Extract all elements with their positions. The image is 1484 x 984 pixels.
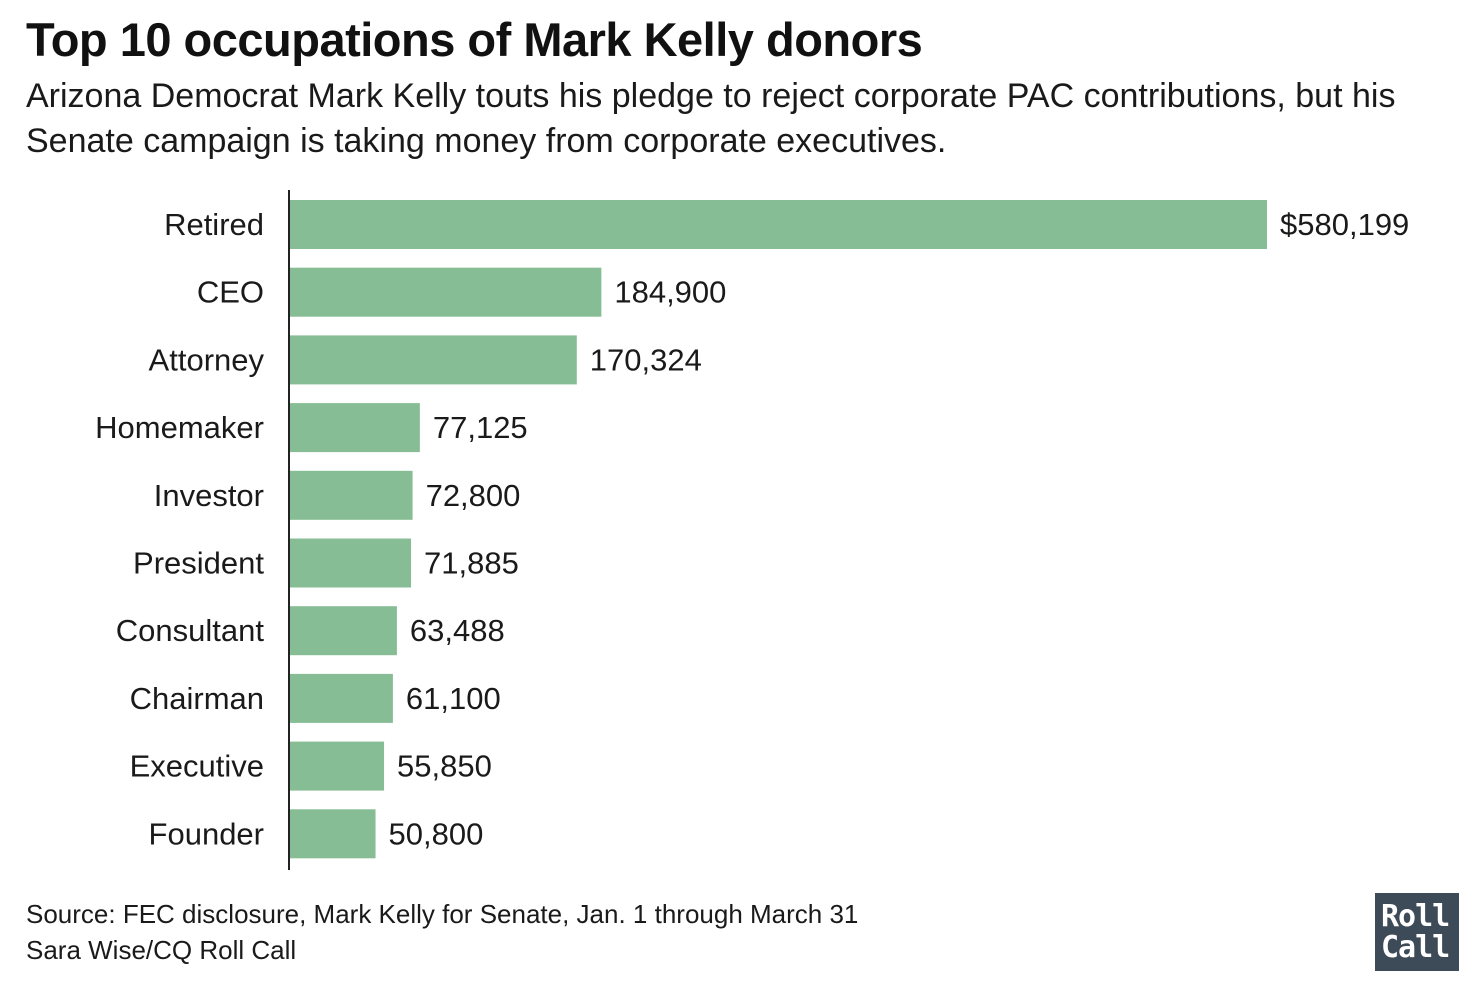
source-text: Source: FEC disclosure, Mark Kelly for S… [26, 899, 859, 929]
bar-retired [290, 200, 1267, 249]
logo-line-1: Roll [1381, 899, 1450, 934]
bar-group [290, 200, 1267, 859]
category-label-investor: Investor [154, 478, 264, 513]
bar-homemaker [290, 403, 420, 453]
logo-line-2: Call [1381, 930, 1450, 965]
value-label-homemaker: 77,125 [433, 410, 528, 445]
bar-executive [290, 741, 385, 791]
bar-chart: Retired CEO Attorney Homemaker Investor Presi… [95, 190, 1410, 870]
bar-ceo [290, 267, 602, 317]
chart-title: Top 10 occupations of Mark Kelly donors [26, 13, 923, 66]
category-label-homemaker: Homemaker [95, 410, 264, 445]
bar-chairman [290, 673, 393, 723]
value-label-retired: $580,199 [1280, 207, 1409, 242]
value-label-attorney: 170,324 [590, 342, 702, 377]
chart-subtitle: Arizona Democrat Mark Kelly touts his pl… [26, 77, 1396, 160]
category-label-consultant: Consultant [116, 613, 265, 648]
bar-attorney [290, 335, 577, 385]
value-labels: $580,199 184,900 170,324 77,125 72,800 71,885… [389, 207, 1410, 851]
value-label-chairman: 61,100 [406, 681, 501, 716]
bar-investor [290, 470, 413, 520]
value-label-ceo: 184,900 [614, 275, 726, 310]
value-label-executive: 55,850 [397, 749, 492, 784]
category-label-founder: Founder [149, 816, 264, 851]
source-note: Source: FEC disclosure, Mark Kelly for S… [26, 896, 858, 968]
value-label-founder: 50,800 [389, 816, 484, 851]
category-labels: Retired CEO Attorney Homemaker Investor Presi… [95, 207, 264, 851]
bar-consultant [290, 606, 397, 656]
value-label-investor: 72,800 [426, 478, 521, 513]
category-label-attorney: Attorney [149, 342, 265, 377]
value-label-consultant: 63,488 [410, 613, 505, 648]
category-label-president: President [133, 546, 264, 581]
credit-text: Sara Wise/CQ Roll Call [26, 935, 297, 965]
bar-founder [290, 809, 376, 859]
bar-president [290, 538, 412, 588]
category-label-ceo: CEO [197, 275, 264, 310]
category-label-executive: Executive [130, 749, 264, 784]
roll-call-logo: Roll Call [1375, 893, 1459, 971]
category-label-chairman: Chairman [130, 681, 264, 716]
value-label-president: 71,885 [424, 546, 519, 581]
category-label-retired: Retired [164, 207, 264, 242]
